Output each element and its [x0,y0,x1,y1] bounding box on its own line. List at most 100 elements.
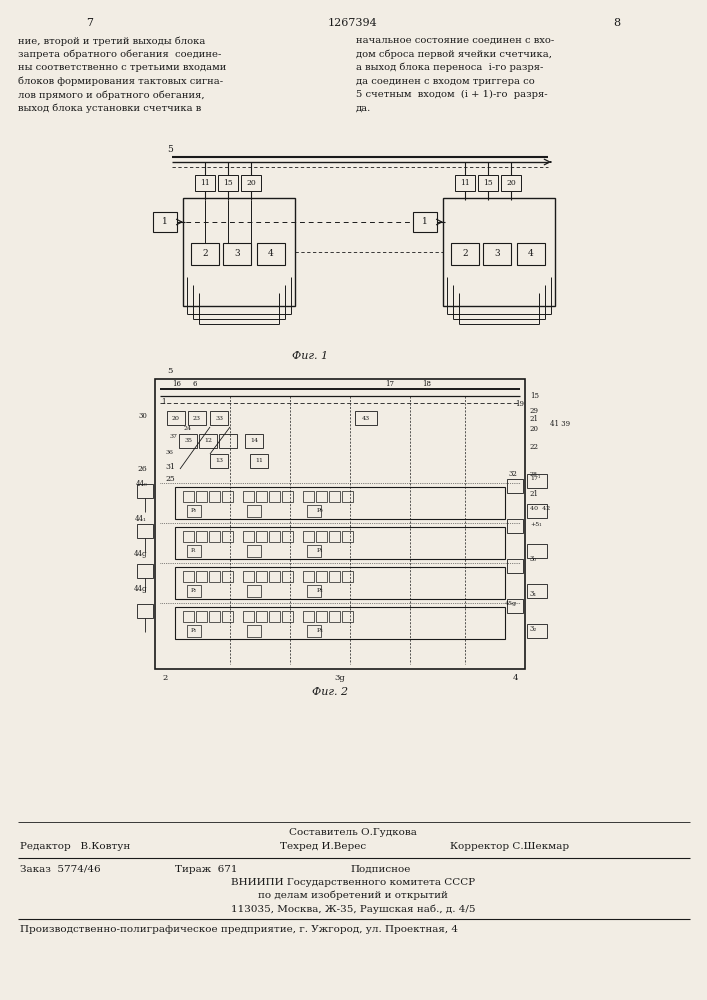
Bar [303,571,314,582]
Bar [269,611,280,622]
Bar [222,491,233,502]
Text: P₂: P₂ [191,588,197,593]
Bar [517,243,545,265]
Text: Корректор С.Шекмар: Корректор С.Шекмар [450,842,569,851]
Text: 5: 5 [167,145,173,154]
Text: по делам изобретений и открытий: по делам изобретений и открытий [258,891,448,900]
Text: 32: 32 [508,470,517,478]
Text: 28: 28 [530,472,538,477]
Text: 1: 1 [160,398,165,406]
Text: 29: 29 [530,407,539,415]
Text: 4: 4 [513,674,518,682]
Bar [282,491,293,502]
Text: 35: 35 [184,438,192,444]
Bar [187,505,201,517]
Text: 20: 20 [246,179,256,187]
Bar [209,531,220,542]
Bar [210,411,228,425]
Bar [250,454,268,468]
Text: Составитель О.Гудкова: Составитель О.Гудкова [289,828,417,837]
Bar [256,611,267,622]
Bar [483,243,511,265]
Bar [307,545,321,557]
Bar [282,611,293,622]
Text: 44₁: 44₁ [135,515,147,523]
Bar [455,175,475,191]
Text: 11: 11 [255,458,263,464]
Bar [329,531,340,542]
Text: 26: 26 [137,465,147,473]
Bar [329,611,340,622]
Text: 17: 17 [385,380,395,388]
Text: 7: 7 [86,18,93,28]
Bar [175,607,505,639]
Bar [199,434,217,448]
Bar [196,571,207,582]
Text: P₃: P₃ [317,629,323,634]
Bar [210,454,228,468]
Bar [342,531,353,542]
Bar [175,567,505,599]
Bar [527,544,547,558]
Text: 18: 18 [423,380,431,388]
Bar [222,531,233,542]
Text: P₀: P₀ [191,508,197,514]
Bar [209,491,220,502]
Text: 1: 1 [422,218,428,227]
Text: 3₀: 3₀ [530,555,537,563]
Text: 4: 4 [268,249,274,258]
Bar [183,198,295,306]
Text: 20: 20 [506,179,516,187]
Text: 14: 14 [250,438,258,444]
Bar [137,524,153,538]
Text: 15: 15 [223,179,233,187]
Text: дом сброса первой ячейки счетчика,: дом сброса первой ячейки счетчика, [356,49,552,59]
Text: 44₀: 44₀ [135,480,147,488]
Text: 21: 21 [530,490,539,498]
Bar [183,491,194,502]
Bar [222,611,233,622]
Text: 3: 3 [494,249,500,258]
Bar [188,411,206,425]
Bar [256,571,267,582]
Bar [137,484,153,498]
Bar [316,491,327,502]
Bar [256,491,267,502]
Bar [256,531,267,542]
Text: 44g: 44g [134,550,147,558]
Text: 17¹: 17¹ [530,477,540,482]
Text: 3: 3 [234,249,240,258]
Bar [507,479,523,493]
Bar [187,585,201,597]
Text: Тираж  671: Тираж 671 [175,865,238,874]
Bar [303,611,314,622]
Bar [307,625,321,637]
Bar [443,198,555,306]
Text: Фиг. 1: Фиг. 1 [292,351,328,361]
Bar [478,175,498,191]
Text: 11: 11 [460,179,470,187]
Bar [196,531,207,542]
Text: 31: 31 [165,463,175,471]
Bar [247,625,261,637]
Text: 2: 2 [202,249,208,258]
Bar [507,559,523,573]
Text: 16: 16 [173,380,182,388]
Bar [355,411,377,425]
Text: Заказ  5774/46: Заказ 5774/46 [20,865,100,874]
Bar [316,611,327,622]
Text: начальное состояние соединен с вхо-: начальное состояние соединен с вхо- [356,36,554,45]
Text: да.: да. [356,104,371,112]
Text: да соединен с входом триггера со: да соединен с входом триггера со [356,77,534,86]
Text: P₁: P₁ [191,548,197,554]
Bar [282,571,293,582]
Bar [137,604,153,618]
Text: 5 счетным  входом  (i + 1)-го  разря-: 5 счетным входом (i + 1)-го разря- [356,90,548,99]
Bar [167,411,185,425]
Text: 3g: 3g [334,674,346,682]
Text: 1267394: 1267394 [328,18,378,28]
Text: 20: 20 [530,425,539,433]
Bar [307,505,321,517]
Bar [219,434,237,448]
Text: ВНИИПИ Государственного комитета СССР: ВНИИПИ Государственного комитета СССР [231,878,475,887]
